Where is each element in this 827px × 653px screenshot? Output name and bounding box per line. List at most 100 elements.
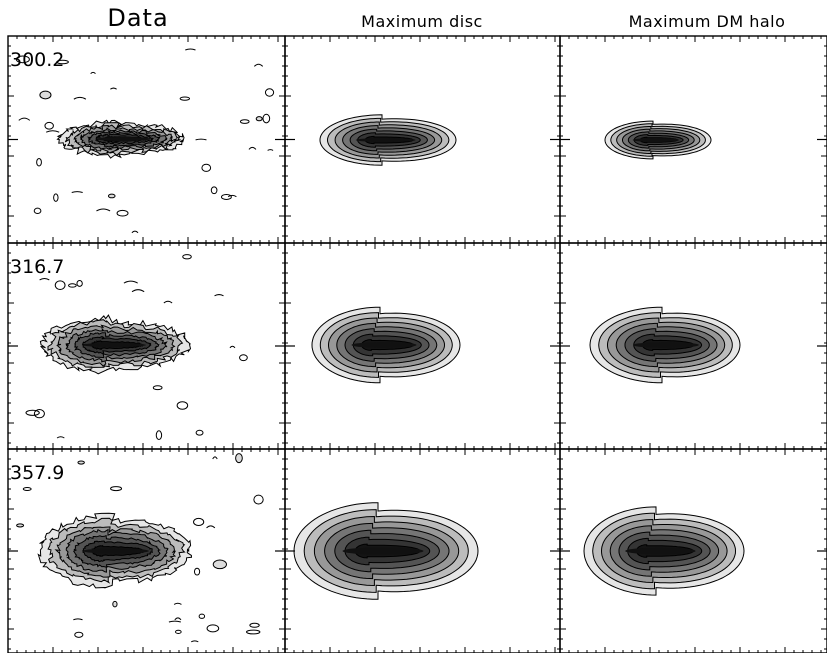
channel-panel [583,506,745,596]
noise-contour [193,517,205,526]
noise-contour [25,409,40,416]
noise-contour [152,385,163,391]
noise-contour [198,613,206,619]
channel-label-row-3: 357.9 [10,462,64,484]
emission-core [342,547,424,555]
noise-contour [16,523,25,528]
channel-label-row-1: 300.2 [10,49,64,71]
noise-contour [33,207,42,215]
noise-contour [22,486,32,492]
noise-contour [210,186,218,195]
column-title-maximum-dm-halo: Maximum DM halo [628,12,786,31]
noise-contour [246,629,261,635]
noise-contour [116,209,129,217]
noise-contour [33,409,45,419]
noise-contour [131,230,139,234]
emission-core [351,342,417,348]
noise-contour [195,429,204,436]
noise-contour [68,283,77,288]
noise-contour [163,300,173,304]
noise-contour [176,401,189,410]
noise-contour [110,486,123,492]
noise-contour [255,116,263,122]
noise-contour [107,193,116,199]
noise-contour [45,130,60,133]
emission-core [632,138,680,142]
noise-contour [131,289,145,293]
noise-contour [253,63,264,67]
noise-contour [182,254,192,260]
noise-contour [123,280,138,284]
noise-contour [73,96,87,100]
channel-panel [293,502,479,600]
noise-contour [39,90,52,100]
noise-contour [212,559,227,570]
noise-contour [76,279,83,287]
noise-contour [262,113,271,124]
noise-contour [174,617,182,621]
emission-core [632,342,699,348]
panel-ticks [7,35,285,243]
noise-contour [239,354,248,362]
emission-core [81,342,147,348]
noise-contour [36,157,42,167]
noise-contour [201,163,212,172]
channel-panel [311,306,461,384]
channel-label-row-2: 316.7 [10,256,64,278]
noise-contour [179,96,191,101]
noise-contour [253,494,264,505]
noise-contour [44,121,54,130]
noise-contour [249,622,260,628]
noise-contour [71,191,83,193]
channel-panel [15,48,275,234]
noise-contour [190,640,199,643]
noise-contour [112,600,118,608]
noise-contour [185,48,196,51]
panel-ticks [284,242,560,449]
noise-contour [56,59,69,65]
noise-contour [229,345,236,349]
noise-contour [90,71,96,75]
column-title-data: Data [107,4,169,32]
noise-contour [96,208,111,212]
noise-contour [235,453,243,464]
emission-core [95,137,151,141]
noise-contour [193,567,201,576]
channel-panel [319,114,457,166]
noise-contour [18,117,31,121]
panel-ticks [284,35,560,243]
noise-contour [39,278,50,281]
noise-contour [110,87,117,90]
noise-contour [54,280,66,290]
channel-panel [16,453,264,643]
emission-core [82,548,149,554]
noise-contour [175,629,182,634]
noise-contour [173,602,182,605]
emission-core [355,138,416,142]
noise-contour [77,460,85,465]
noise-contour [195,138,207,141]
noise-contour [227,194,237,198]
noise-contour [56,436,65,439]
emission-core [625,547,696,555]
noise-contour [206,525,216,529]
column-title-maximum-disc: Maximum disc [361,12,483,31]
noise-contour [168,620,181,623]
channel-panel [25,254,248,441]
noise-contour [264,88,275,97]
noise-contour [155,430,163,441]
channel-panel [604,120,712,160]
noise-contour [53,193,59,202]
noise-contour [212,456,218,460]
noise-contour [73,618,83,621]
noise-contour [74,631,84,638]
channel-panel [589,306,741,384]
noise-contour [239,119,250,124]
noise-contour [267,149,274,151]
noise-contour [214,294,224,297]
noise-contour [206,624,220,633]
noise-contour [15,55,30,64]
noise-contour [248,146,257,150]
noise-contour [220,193,232,200]
